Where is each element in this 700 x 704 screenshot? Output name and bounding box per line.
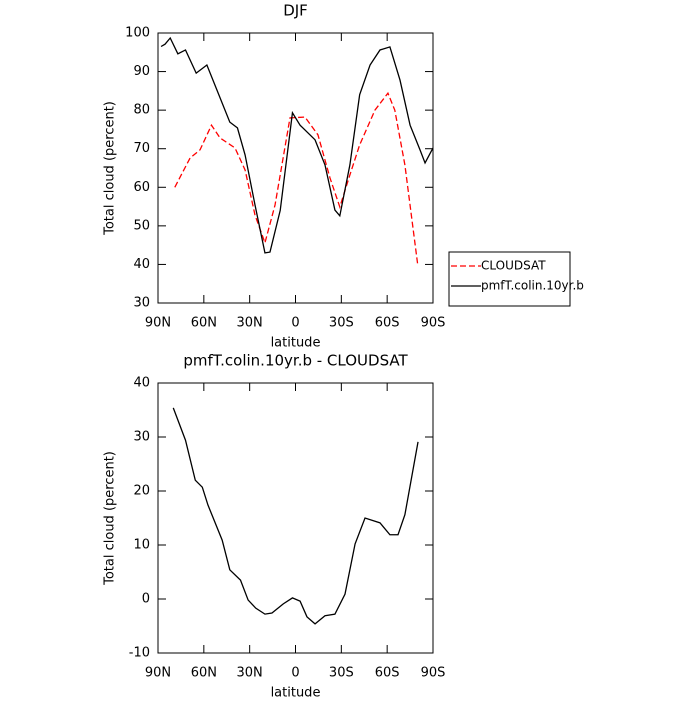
legend-box bbox=[448, 251, 571, 307]
data-line bbox=[174, 91, 419, 265]
chart-title: DJF bbox=[283, 2, 308, 20]
x-tick-label: 90S bbox=[421, 666, 446, 681]
x-axis-label: latitude bbox=[271, 336, 321, 351]
y-tick-label: 20 bbox=[133, 484, 150, 499]
x-tick-label: 90S bbox=[421, 316, 446, 331]
y-tick-label: 10 bbox=[133, 538, 150, 553]
x-tick-label: 30S bbox=[329, 666, 354, 681]
legend-label: CLOUDSAT bbox=[481, 259, 546, 273]
plot-frame bbox=[157, 382, 434, 654]
y-tick-label: 70 bbox=[133, 141, 150, 156]
y-tick-label: 40 bbox=[133, 257, 150, 272]
x-axis-label: latitude bbox=[271, 686, 321, 701]
y-tick-label: -10 bbox=[129, 646, 150, 661]
y-axis-label: Total cloud (percent) bbox=[103, 451, 118, 586]
y-tick-label: 100 bbox=[125, 26, 150, 41]
y-axis-label: Total cloud (percent) bbox=[103, 101, 118, 236]
y-tick-label: 40 bbox=[133, 376, 150, 391]
x-tick-label: 0 bbox=[291, 666, 299, 681]
x-tick-label: 60S bbox=[375, 666, 400, 681]
x-tick-label: 90N bbox=[145, 316, 171, 331]
y-tick-label: 60 bbox=[133, 180, 150, 195]
y-tick-label: 50 bbox=[133, 218, 150, 233]
x-tick-label: 0 bbox=[291, 316, 299, 331]
y-tick-label: 80 bbox=[133, 103, 150, 118]
chart-title: pmfT.colin.10yr.b - CLOUDSAT bbox=[183, 352, 408, 370]
x-tick-label: 60S bbox=[375, 316, 400, 331]
data-line bbox=[172, 407, 419, 625]
legend-label: pmfT.colin.10yr.b bbox=[481, 279, 584, 293]
y-tick-label: 30 bbox=[133, 296, 150, 311]
y-tick-label: 30 bbox=[133, 430, 150, 445]
x-tick-label: 60N bbox=[191, 666, 217, 681]
x-tick-label: 60N bbox=[191, 316, 217, 331]
x-tick-label: 90N bbox=[145, 666, 171, 681]
y-tick-label: 0 bbox=[142, 592, 150, 607]
plot-frame bbox=[157, 32, 434, 304]
data-line bbox=[160, 36, 434, 254]
x-tick-label: 30N bbox=[237, 316, 263, 331]
y-tick-label: 90 bbox=[133, 64, 150, 79]
x-tick-label: 30S bbox=[329, 316, 354, 331]
x-tick-label: 30N bbox=[237, 666, 263, 681]
